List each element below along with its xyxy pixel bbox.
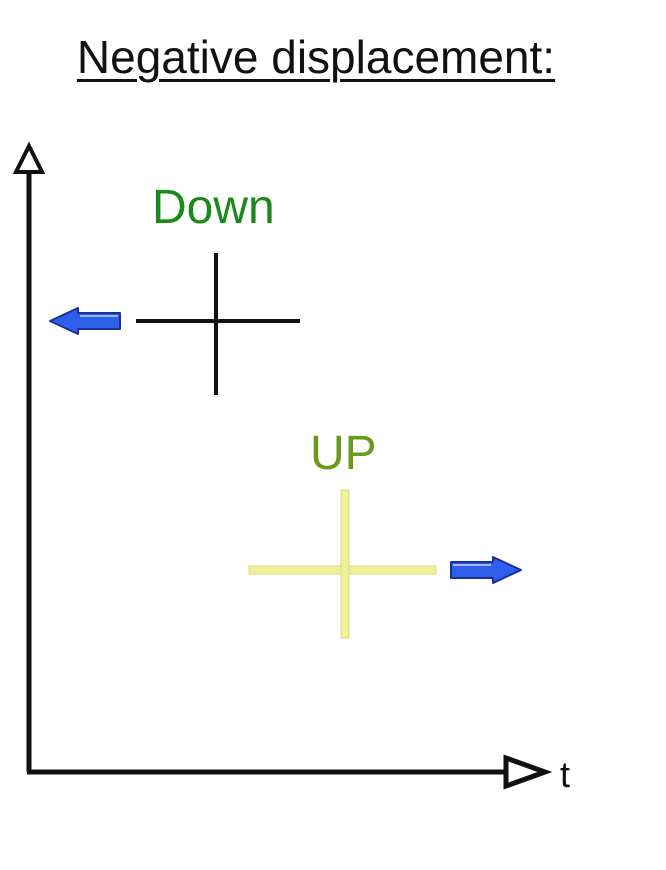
time-axis-label: t xyxy=(560,754,571,795)
vertical-axis-arrowhead xyxy=(12,141,46,174)
up-cross xyxy=(248,489,437,639)
right-arrow-icon xyxy=(450,556,522,584)
page-title: Negative displacement: xyxy=(76,31,556,83)
down-label: Down xyxy=(152,181,275,234)
left-arrow-icon xyxy=(49,307,121,335)
time-axis-arrowhead xyxy=(503,754,553,790)
up-label: UP xyxy=(310,427,377,480)
